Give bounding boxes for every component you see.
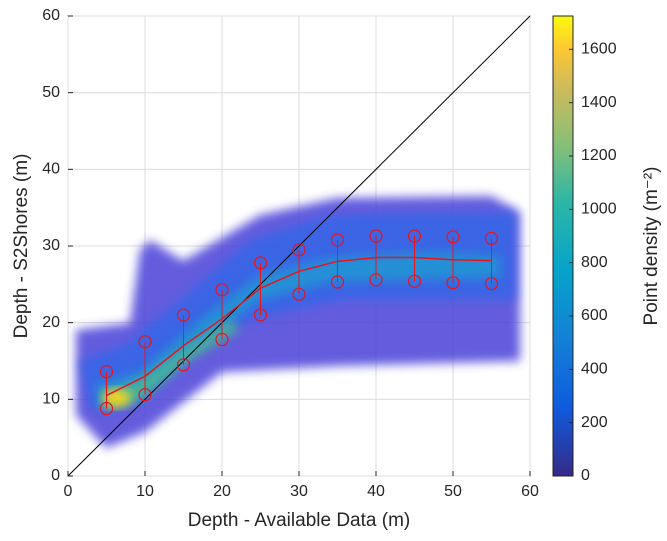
colorbar-tick-label: 400 bbox=[581, 361, 608, 378]
x-tick-label: 10 bbox=[136, 483, 154, 500]
colorbar-tick-label: 600 bbox=[581, 307, 608, 324]
colorbar-tick-label: 1200 bbox=[581, 147, 617, 164]
colorbar-tick-label: 200 bbox=[581, 414, 608, 431]
one-to-one-line bbox=[67, 15, 531, 477]
bound-marker bbox=[407, 274, 422, 288]
bound-marker bbox=[292, 243, 306, 257]
bound-marker bbox=[253, 308, 268, 322]
cloud-green bbox=[100, 320, 240, 410]
y-tick-label: 30 bbox=[42, 237, 60, 254]
mean-line bbox=[106, 256, 492, 397]
y-tick-label: 40 bbox=[42, 161, 60, 178]
y-tick-label: 60 bbox=[42, 7, 60, 24]
bound-marker bbox=[446, 276, 460, 290]
marks bbox=[67, 15, 531, 477]
x-tick-label: 20 bbox=[213, 483, 231, 500]
y-tick-label: 20 bbox=[42, 314, 60, 331]
colorbar-label: Point density (m⁻²) bbox=[641, 167, 662, 326]
y-tick-label: 10 bbox=[42, 391, 60, 408]
y-tick-label: 50 bbox=[42, 84, 60, 101]
x-tick-label: 60 bbox=[521, 483, 539, 500]
bound-marker bbox=[176, 308, 191, 322]
colorbar bbox=[552, 15, 574, 477]
y-tick-label: 0 bbox=[51, 467, 60, 484]
bound-marker bbox=[369, 229, 383, 243]
cloud-peak bbox=[103, 389, 131, 407]
bound-marker bbox=[407, 229, 422, 243]
bound-marker bbox=[484, 276, 499, 291]
colorbar-tick-label: 1000 bbox=[581, 201, 617, 218]
bound-marker bbox=[99, 365, 114, 379]
bound-marker bbox=[330, 275, 345, 289]
density-cloud bbox=[76, 196, 520, 448]
bound-marker bbox=[215, 283, 229, 297]
colorbar-tick-label: 1600 bbox=[581, 41, 617, 58]
x-axis-label: Depth - Available Data (m) bbox=[188, 510, 410, 531]
bound-marker bbox=[253, 256, 268, 270]
bound-marker bbox=[138, 335, 152, 349]
bound-marker bbox=[99, 401, 114, 416]
bound-marker bbox=[215, 332, 229, 347]
colorbar-tick-label: 1400 bbox=[581, 94, 617, 111]
bound-marker bbox=[369, 273, 383, 287]
bound-marker bbox=[330, 233, 345, 247]
bound-marker bbox=[292, 287, 306, 301]
bound-marker bbox=[484, 231, 499, 245]
colorbar-tick-label: 0 bbox=[581, 467, 590, 484]
colorbar-tick-label: 800 bbox=[581, 254, 608, 271]
bound-marker bbox=[176, 358, 191, 372]
y-axis-label: Depth - S2Shores (m) bbox=[11, 154, 32, 339]
x-tick-label: 30 bbox=[290, 483, 308, 500]
bound-marker bbox=[138, 388, 152, 402]
x-tick-label: 40 bbox=[367, 483, 385, 500]
x-tick-label: 0 bbox=[64, 483, 73, 500]
bound-marker bbox=[446, 230, 460, 244]
x-tick-label: 50 bbox=[444, 483, 462, 500]
